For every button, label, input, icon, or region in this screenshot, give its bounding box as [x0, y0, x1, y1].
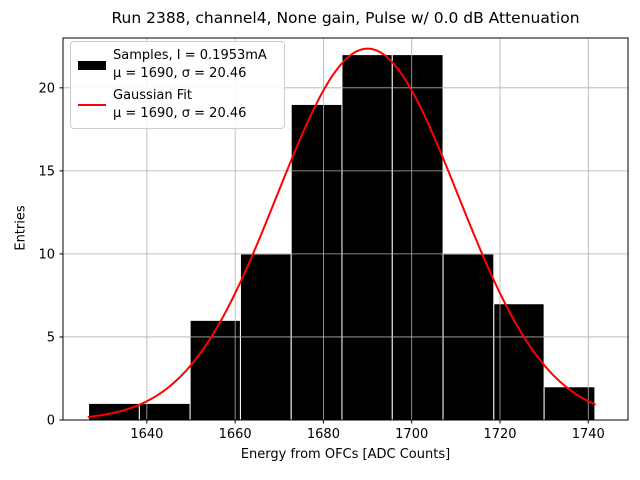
- legend-swatch-column: [71, 104, 113, 106]
- histogram-bar: [493, 303, 545, 421]
- y-tick-label: 10: [38, 247, 55, 262]
- histogram-bar: [189, 319, 241, 421]
- y-tick-label: 5: [47, 330, 55, 345]
- histogram-bar: [88, 402, 140, 421]
- y-tick-label: 0: [47, 414, 55, 429]
- x-tick-label: 1700: [395, 427, 428, 442]
- y-tick-label: 20: [38, 81, 55, 96]
- gaussian-fit-line-swatch-icon: [78, 104, 106, 106]
- legend-label-samples: Samples, I = 0.1953mA: [113, 48, 267, 63]
- legend-sublabel-samples: μ = 1690, σ = 20.46: [113, 66, 247, 81]
- legend-swatch-column: [71, 60, 113, 70]
- legend-sublabel-gaussian-fit: μ = 1690, σ = 20.46: [113, 106, 247, 121]
- legend: Samples, I = 0.1953mA μ = 1690, σ = 20.4…: [70, 41, 285, 129]
- legend-text-gaussian-fit: Gaussian Fit μ = 1690, σ = 20.46: [113, 87, 246, 123]
- x-tick-label: 1680: [307, 427, 340, 442]
- x-tick-label: 1660: [219, 427, 252, 442]
- histogram-bar: [290, 103, 343, 421]
- histogram-bar: [391, 54, 444, 421]
- chart-title: Run 2388, channel4, None gain, Pulse w/ …: [111, 9, 580, 27]
- y-tick-label: 15: [38, 164, 55, 179]
- x-tick-label: 1740: [572, 427, 605, 442]
- x-tick-label: 1640: [130, 427, 163, 442]
- histogram-bar: [341, 54, 393, 421]
- gaussian-fit-curve: [87, 47, 596, 418]
- legend-text-samples: Samples, I = 0.1953mA μ = 1690, σ = 20.4…: [113, 47, 267, 83]
- x-axis-label: Energy from OFCs [ADC Counts]: [240, 447, 451, 462]
- histogram-swatch-icon: [78, 60, 106, 70]
- x-tick-label: 1720: [483, 427, 516, 442]
- histogram-bar: [543, 386, 596, 421]
- legend-label-gaussian-fit: Gaussian Fit: [113, 88, 193, 103]
- legend-entry-samples: Samples, I = 0.1953mA μ = 1690, σ = 20.4…: [71, 47, 276, 83]
- legend-entry-gaussian-fit: Gaussian Fit μ = 1690, σ = 20.46: [71, 87, 276, 123]
- plot-border: [62, 37, 629, 421]
